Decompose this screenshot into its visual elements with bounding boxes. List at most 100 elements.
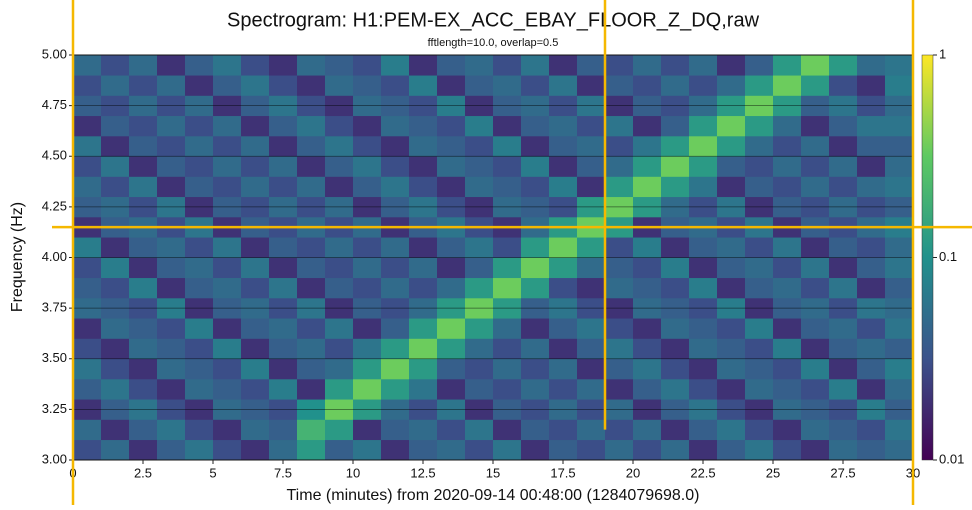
heatmap-cell [437,277,466,299]
heatmap-cell [773,379,802,400]
heatmap-cell [745,439,774,461]
heatmap-cell [661,136,690,157]
heatmap-cell [577,115,606,137]
heatmap-cell [885,419,914,441]
heatmap-cell [857,358,886,380]
heatmap-cell [493,318,522,339]
x-tick-label: 27.5 [830,465,855,480]
heatmap-cell [325,338,354,360]
heatmap-cell [325,358,354,380]
heatmap-cell [521,318,550,339]
heatmap-cell [717,439,746,461]
heatmap-cell [829,136,858,157]
heatmap-cell [241,257,270,279]
heatmap-cell [745,419,774,441]
heatmap-cell [465,358,494,380]
heatmap-cell [717,277,746,299]
heatmap-cell [241,439,270,461]
heatmap-cell [157,75,186,96]
heatmap-cell [437,379,466,400]
heatmap-cell [465,277,494,299]
heatmap-cell [885,277,914,299]
y-tick-label: 4.50 [42,148,67,163]
heatmap-cell [409,419,438,441]
heatmap-cell [689,277,718,299]
heatmap-cell [213,136,242,157]
heatmap-cell [745,55,774,76]
heatmap-cell [101,358,130,380]
heatmap-cell [269,358,298,380]
heatmap-cell [129,176,158,198]
heatmap-cell [409,237,438,258]
heatmap-cell [857,439,886,461]
heatmap-cell [829,419,858,441]
heatmap-cell [465,115,494,137]
heatmap-cell [521,115,550,137]
heatmap-cell [885,338,914,360]
heatmap-cell [689,318,718,339]
heatmap-cell [829,439,858,461]
x-tick-label: 2.5 [134,465,152,480]
heatmap-cell [577,237,606,258]
heatmap-cell [241,75,270,96]
heatmap-cell [129,379,158,400]
heatmap-cell [885,358,914,380]
heatmap-cell [185,379,214,400]
heatmap-cell [577,277,606,299]
heatmap-cell [605,338,634,360]
heatmap-cell [633,156,662,177]
heatmap-cell [213,318,242,339]
heatmap-cell [325,136,354,157]
x-axis-label: Time (minutes) from 2020-09-14 00:48:00 … [287,487,700,504]
heatmap-cell [773,237,802,258]
heatmap-cell [381,439,410,461]
heatmap-cell [801,55,830,76]
heatmap-cell [717,419,746,441]
heatmap-cell [73,318,102,339]
heatmap-cell [73,237,102,258]
heatmap-cell [213,419,242,441]
heatmap-cell [73,379,102,400]
heatmap-cell [605,75,634,96]
heatmap-cell [297,358,326,380]
heatmap-cell [129,419,158,441]
heatmap-cell [717,379,746,400]
heatmap-cell [689,136,718,157]
heatmap-cell [381,338,410,360]
heatmap-cell [101,75,130,96]
heatmap-cell [689,379,718,400]
heatmap-cell [549,419,578,441]
heatmap-cell [185,136,214,157]
heatmap-cell [213,156,242,177]
heatmap-cell [213,115,242,137]
colorbar-tick-label: 0.1 [939,249,957,264]
y-tick-label: 5.00 [42,46,67,61]
heatmap-cell [745,257,774,279]
heatmap-cell [381,55,410,76]
heatmap-cell [745,277,774,299]
heatmap-cell [129,358,158,380]
heatmap-cell [101,419,130,441]
heatmap-cell [493,257,522,279]
heatmap-cell [745,136,774,157]
heatmap-cell [157,257,186,279]
heatmap-cell [437,358,466,380]
heatmap-cell [885,439,914,461]
heatmap-cell [829,379,858,400]
heatmap-cell [101,338,130,360]
heatmap-cell [353,136,382,157]
heatmap-cell [577,136,606,157]
heatmap-cell [521,439,550,461]
heatmap-cell [73,277,102,299]
heatmap-cell [185,419,214,441]
heatmap-cell [633,338,662,360]
heatmap-cell [101,379,130,400]
heatmap-cell [801,176,830,198]
heatmap-cell [829,338,858,360]
heatmap-cell [213,237,242,258]
heatmap-cell [689,156,718,177]
heatmap-cell [185,358,214,380]
heatmap-cell [521,176,550,198]
heatmap-cell [633,237,662,258]
heatmap-cell [325,176,354,198]
